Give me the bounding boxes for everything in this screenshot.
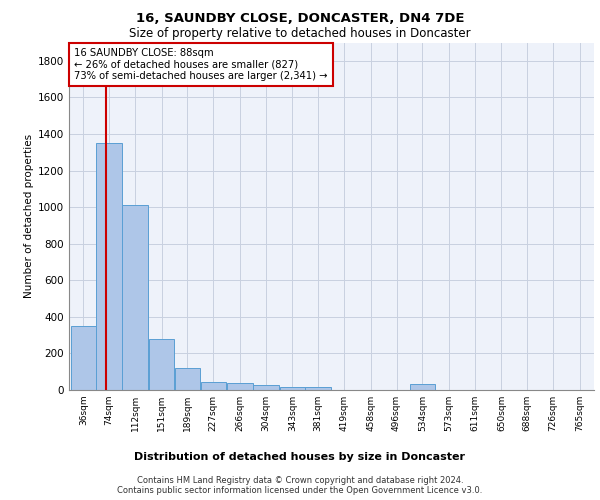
Text: Distribution of detached houses by size in Doncaster: Distribution of detached houses by size … xyxy=(134,452,466,462)
Bar xyxy=(280,388,305,390)
Bar xyxy=(175,368,200,390)
Text: 16, SAUNDBY CLOSE, DONCASTER, DN4 7DE: 16, SAUNDBY CLOSE, DONCASTER, DN4 7DE xyxy=(136,12,464,26)
Bar xyxy=(305,388,331,390)
Bar xyxy=(253,386,278,390)
Bar xyxy=(71,326,96,390)
Bar xyxy=(227,382,253,390)
Text: Size of property relative to detached houses in Doncaster: Size of property relative to detached ho… xyxy=(129,28,471,40)
Text: 16 SAUNDBY CLOSE: 88sqm
← 26% of detached houses are smaller (827)
73% of semi-d: 16 SAUNDBY CLOSE: 88sqm ← 26% of detache… xyxy=(74,48,328,81)
Bar xyxy=(97,143,122,390)
Bar xyxy=(149,339,175,390)
Bar xyxy=(200,382,226,390)
Bar xyxy=(122,206,148,390)
Bar xyxy=(410,384,435,390)
Text: Contains HM Land Registry data © Crown copyright and database right 2024.
Contai: Contains HM Land Registry data © Crown c… xyxy=(118,476,482,495)
Y-axis label: Number of detached properties: Number of detached properties xyxy=(24,134,34,298)
